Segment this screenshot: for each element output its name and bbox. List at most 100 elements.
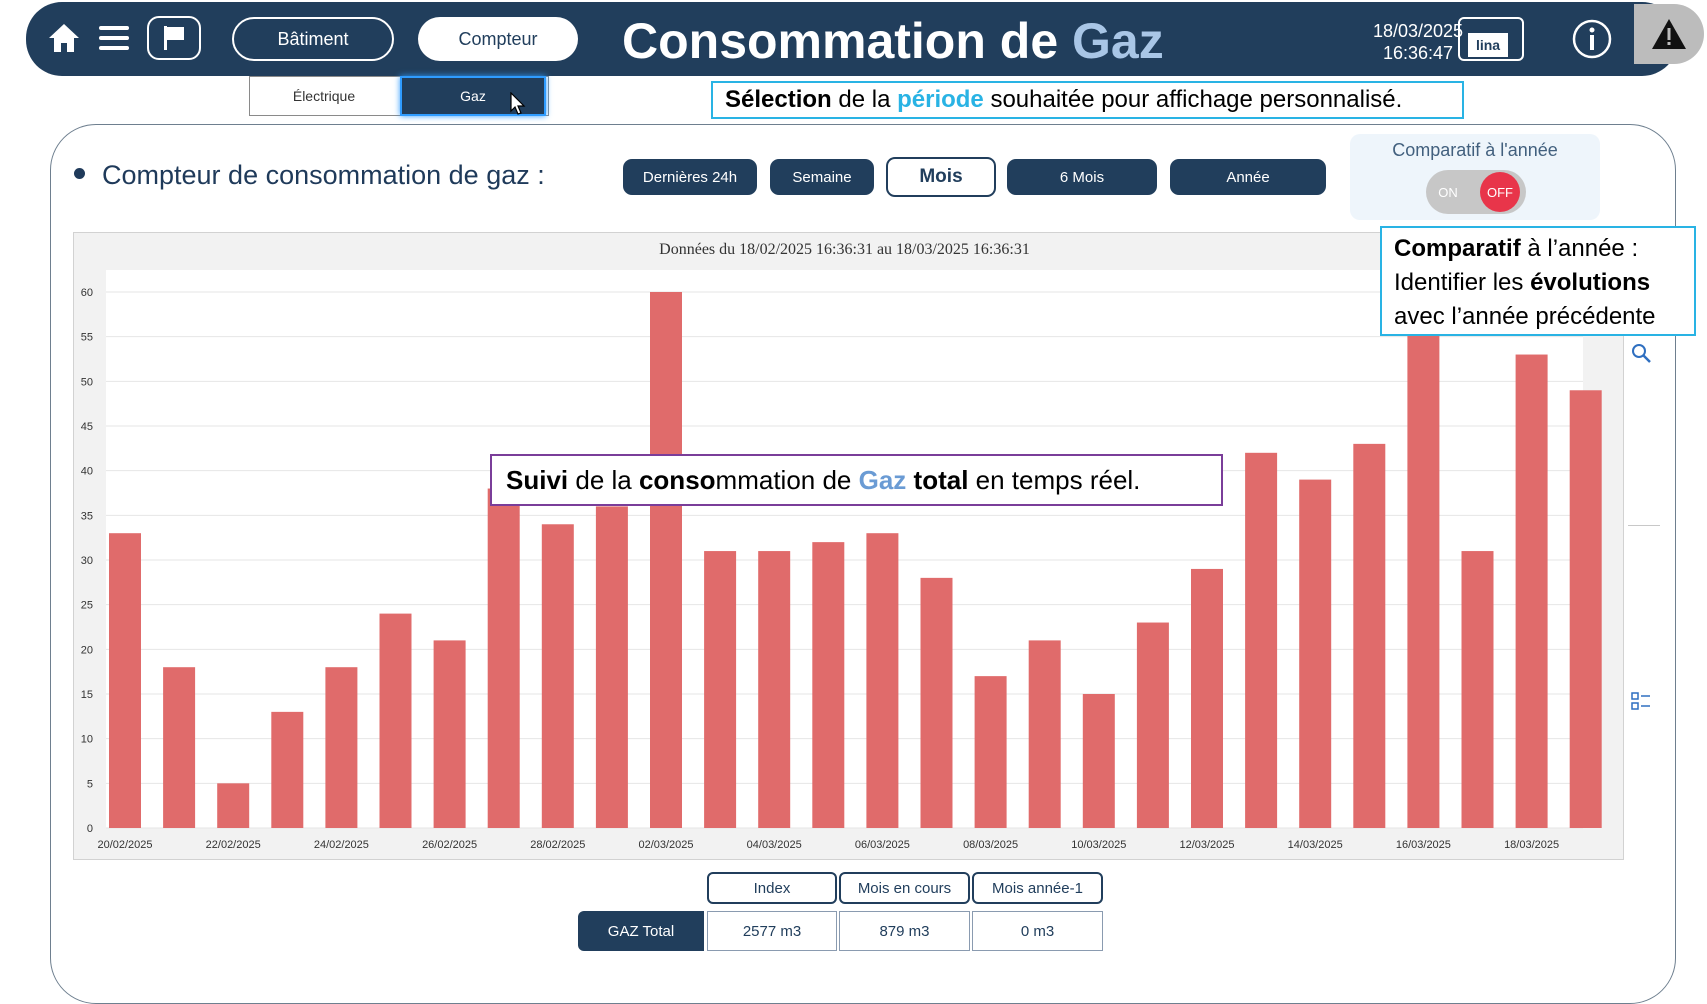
bar (920, 577, 953, 828)
x-tick-label: 18/03/2025 (1504, 839, 1559, 851)
table-header-index: Index (707, 872, 837, 904)
y-tick-label: 10 (81, 734, 93, 746)
y-tick-label: 0 (87, 823, 93, 835)
x-tick-label: 06/03/2025 (855, 839, 910, 851)
period-semaine-button[interactable]: Semaine (770, 159, 874, 195)
x-tick-label: 22/02/2025 (206, 839, 261, 851)
y-tick-label: 55 (81, 332, 93, 344)
bar (758, 551, 791, 828)
period-mois-button[interactable]: Mois (886, 157, 996, 197)
bar (163, 667, 196, 828)
callout-periode: Sélection de la période souhaitée pour a… (711, 81, 1464, 119)
bar (866, 533, 899, 828)
chart-title: Données du 18/02/2025 16:36:31 au 18/03/… (659, 241, 1030, 258)
table-cell-mois-annee-1: 0 m3 (972, 911, 1103, 951)
bar (109, 533, 141, 828)
alert-icon[interactable] (1634, 4, 1704, 64)
toggle-off[interactable]: OFF (1480, 172, 1520, 212)
table-cell-index: 2577 m3 (707, 911, 837, 951)
table-header-mois-en-cours: Mois en cours (839, 872, 970, 904)
y-tick-label: 15 (81, 689, 93, 701)
zoom-icon[interactable] (1630, 342, 1652, 364)
x-tick-label: 24/02/2025 (314, 839, 369, 851)
bar (1353, 443, 1386, 828)
flag-icon[interactable] (147, 16, 201, 60)
bar (379, 613, 412, 828)
x-tick-label: 20/02/2025 (97, 839, 152, 851)
x-tick-label: 12/03/2025 (1179, 839, 1234, 851)
comparatif-label: Comparatif à l'année (1392, 140, 1558, 160)
bar (217, 783, 250, 828)
menu-icon[interactable] (92, 16, 136, 60)
comparatif-panel: Comparatif à l'année ON OFF (1350, 134, 1600, 220)
bullet-dot (74, 168, 85, 180)
info-icon[interactable] (1571, 18, 1613, 60)
y-tick-label: 60 (81, 287, 93, 299)
lina-logo[interactable]: lina (1458, 17, 1524, 61)
y-tick-label: 25 (81, 600, 93, 612)
energy-tabs: Électrique Gaz (249, 76, 549, 116)
y-tick-label: 30 (81, 555, 93, 567)
x-tick-label: 28/02/2025 (530, 839, 585, 851)
page-title: Consommation de Gaz (622, 13, 1164, 69)
bar (1461, 551, 1494, 828)
bar (541, 524, 574, 828)
y-tick-label: 40 (81, 466, 93, 478)
lina-logo-text: lina (1468, 33, 1508, 57)
table-row-label: GAZ Total (578, 911, 704, 951)
x-tick-label: 10/03/2025 (1071, 839, 1126, 851)
datetime: 18/03/2025 16:36:47 (1348, 20, 1488, 64)
bar (487, 488, 520, 828)
x-tick-label: 08/03/2025 (963, 839, 1018, 851)
date-text: 18/03/2025 (1372, 21, 1464, 41)
cursor-icon (510, 92, 526, 115)
top-bar: Bâtiment Compteur Consommation de Gaz 18… (26, 2, 1704, 76)
comparatif-toggle[interactable]: ON OFF (1426, 170, 1526, 214)
bar (1191, 568, 1223, 828)
section-title: Compteur de consommation de gaz : (74, 160, 545, 191)
period-annee-button[interactable]: Année (1170, 159, 1326, 195)
gas-consumption-chart: Données du 18/02/2025 16:36:31 au 18/03/… (81, 241, 1602, 851)
y-tick-label: 50 (81, 376, 93, 388)
period-24h-button[interactable]: Dernières 24h (623, 159, 757, 195)
y-tick-label: 20 (81, 644, 93, 656)
x-tick-label: 04/03/2025 (747, 839, 802, 851)
bar (1082, 694, 1115, 828)
bar (433, 640, 466, 828)
x-tick-label: 02/03/2025 (638, 839, 693, 851)
bar (1569, 390, 1602, 828)
bar (271, 711, 304, 828)
x-tick-label: 26/02/2025 (422, 839, 477, 851)
bar (1245, 452, 1278, 828)
y-tick-label: 35 (81, 510, 93, 522)
home-icon[interactable] (42, 16, 86, 60)
bar (1299, 479, 1332, 828)
batiment-button[interactable]: Bâtiment (232, 17, 394, 61)
table-cell-mois-en-cours: 879 m3 (839, 911, 970, 951)
bar (650, 292, 682, 828)
bar (595, 506, 628, 828)
bar (1028, 640, 1061, 828)
bar (704, 551, 737, 828)
bar (325, 667, 358, 828)
x-tick-label: 16/03/2025 (1396, 839, 1451, 851)
y-tick-label: 45 (81, 421, 93, 433)
toggle-on[interactable]: ON (1438, 184, 1458, 200)
side-divider (1628, 525, 1660, 526)
bar (1407, 274, 1440, 829)
tab-electrique[interactable]: Électrique (292, 88, 356, 104)
bar (1136, 622, 1169, 828)
period-6mois-button[interactable]: 6 Mois (1007, 159, 1157, 195)
compteur-button[interactable]: Compteur (418, 17, 578, 61)
bar (974, 676, 1007, 828)
bar (1515, 354, 1548, 828)
callout-comparatif: Comparatif à l’année : Identifier les év… (1380, 226, 1696, 336)
bar (812, 542, 845, 828)
tab-gaz[interactable]: Gaz (400, 76, 546, 116)
time-text: 16:36:47 (1382, 43, 1454, 63)
table-header-mois-annee-1: Mois année-1 (972, 872, 1103, 904)
x-tick-label: 14/03/2025 (1288, 839, 1343, 851)
callout-suivi: Suivi de la consommation de Gaz total en… (490, 454, 1223, 506)
y-tick-label: 5 (87, 778, 93, 790)
legend-list-icon[interactable] (1630, 690, 1652, 712)
